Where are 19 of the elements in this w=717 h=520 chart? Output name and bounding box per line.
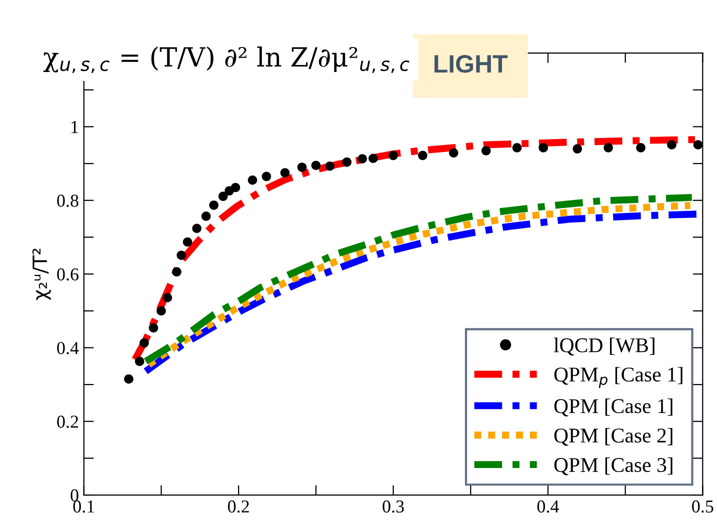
legend-label: QPM [Case 1] — [554, 398, 672, 416]
x-tick-label: 0.3 — [382, 500, 404, 513]
legend-label: lQCD [WB] — [554, 338, 654, 356]
x-tick-label: 0.4 — [537, 500, 559, 513]
chart-title: χ$_{u,s,c}$ = (T/V) ∂² ln Z/∂μ²$_{u,s,c}$ — [43, 46, 410, 73]
annotation: LIGHT — [434, 55, 508, 73]
y-tick-label: 0.6 — [57, 268, 78, 281]
legend-label: QPM$_{p}$ [Case 1] — [554, 366, 682, 388]
x-tick-label: 0.5 — [692, 500, 714, 513]
y-tick-label: 1 — [72, 121, 78, 133]
x-tick-label: 0.2 — [228, 500, 249, 513]
legend-label: QPM [Case 2] — [554, 428, 672, 446]
y-tick-label: 0.8 — [57, 194, 78, 207]
y-tick-label: 0.2 — [57, 416, 78, 428]
y-tick-label: 0 — [70, 489, 78, 502]
y-tick-label: 0.4 — [57, 342, 79, 354]
x-tick-label: 0.1 — [73, 500, 94, 513]
legend-label: QPM [Case 3] — [554, 457, 672, 476]
y-axis-title: χ₂ᵘ/T² — [32, 248, 51, 300]
